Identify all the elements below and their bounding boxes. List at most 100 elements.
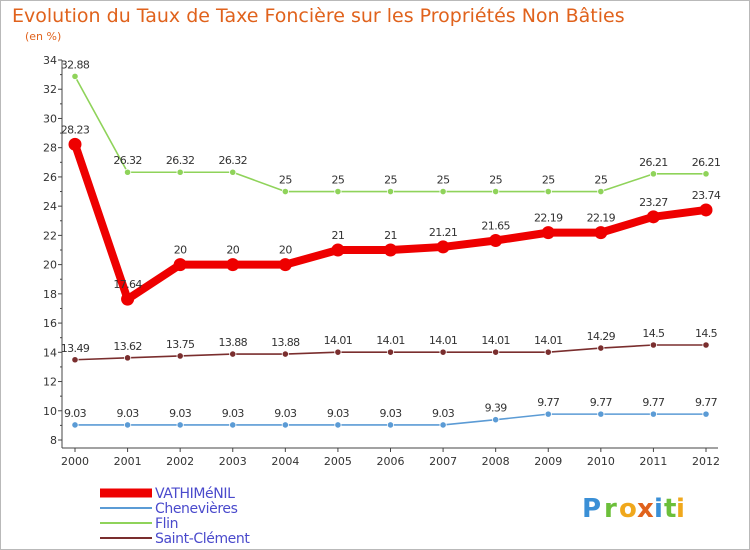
- data-label: 13.88: [271, 336, 300, 349]
- data-label: 25: [594, 174, 607, 187]
- data-label: 9.03: [432, 407, 455, 420]
- data-point: [123, 354, 132, 362]
- data-label: 25: [542, 174, 555, 187]
- x-tick-label: 2012: [692, 455, 720, 468]
- data-label: 21.65: [481, 220, 510, 233]
- x-tick-label: 2011: [639, 455, 667, 468]
- data-point: [334, 187, 342, 196]
- data-label: 26.32: [113, 154, 142, 167]
- logo-letter: i: [654, 494, 663, 524]
- data-label: 9.77: [537, 396, 560, 409]
- data-label: 17.64: [113, 278, 142, 291]
- data-point: [229, 421, 237, 429]
- axes: 8 10 12 14 16 18 20 22 24 26 28 30 32 34 2000 2001 2002 2…: [43, 54, 720, 468]
- data-point: [278, 258, 292, 272]
- data-label: 13.62: [113, 340, 142, 353]
- y-tick-label: 16: [43, 317, 57, 330]
- x-tick-label: 2001: [114, 455, 142, 468]
- data-point: [544, 410, 552, 418]
- data-point: [71, 356, 79, 364]
- data-label: 22.19: [534, 212, 563, 225]
- data-label: 28.23: [61, 123, 90, 136]
- data-point: [229, 168, 237, 176]
- legend-label: VATHIMéNIL: [155, 486, 235, 502]
- data-point: [702, 410, 710, 418]
- y-tick-label: 24: [43, 200, 57, 213]
- data-point: [597, 410, 605, 418]
- data-label: 9.77: [590, 396, 613, 409]
- y-tick-label: 8: [50, 434, 57, 447]
- y-tick-label: 12: [43, 376, 57, 389]
- data-point: [176, 168, 184, 176]
- data-point: [597, 344, 605, 352]
- x-tick-label: 2002: [166, 455, 194, 468]
- data-point: [384, 243, 397, 257]
- data-label: 9.77: [642, 396, 665, 409]
- data-point: [541, 226, 555, 240]
- y-tick-label: 22: [43, 229, 57, 242]
- data-point: [226, 258, 240, 272]
- data-label: 20: [174, 244, 187, 257]
- data-point: [544, 187, 552, 196]
- data-label: 25: [437, 174, 450, 187]
- data-point: [646, 210, 660, 224]
- data-point: [334, 348, 342, 356]
- data-label: 14.01: [429, 334, 458, 347]
- y-tick-label: 32: [43, 83, 57, 96]
- legend-label: Saint-Clément: [155, 531, 250, 547]
- x-tick-label: 2006: [377, 455, 405, 468]
- y-tick-label: 10: [43, 405, 57, 418]
- data-label: 13.75: [166, 338, 195, 351]
- data-point: [492, 416, 500, 424]
- x-tick-label: 2009: [534, 455, 562, 468]
- data-label: 14.01: [376, 334, 405, 347]
- y-tick-label: 34: [43, 54, 57, 67]
- data-point: [597, 187, 605, 196]
- data-point: [331, 243, 345, 257]
- data-label: 9.03: [64, 407, 87, 420]
- data-point: [386, 187, 395, 196]
- data-point: [123, 168, 132, 176]
- y-tick-label: 14: [43, 346, 57, 359]
- chart-title: Evolution du Taux de Taxe Foncière sur l…: [12, 5, 625, 27]
- data-point: [281, 350, 289, 358]
- data-label: 21.21: [429, 226, 458, 239]
- data-point: [436, 240, 450, 254]
- data-label: 25: [279, 174, 292, 187]
- data-label: 9.39: [485, 402, 508, 415]
- logo-letter: i: [676, 494, 685, 524]
- data-point: [123, 421, 132, 429]
- data-point: [281, 421, 289, 429]
- x-tick-label: 2005: [324, 455, 352, 468]
- data-point: [173, 258, 187, 272]
- data-point: [176, 421, 184, 429]
- data-point: [439, 348, 447, 356]
- data-label: 26.32: [219, 154, 248, 167]
- series-vathim-nil: 28.23 17.64 20 20 20 21 21 21.21 21.65 22.19 22.19…: [61, 123, 721, 306]
- x-tick-label: 2000: [61, 455, 89, 468]
- data-label: 26.21: [692, 156, 721, 169]
- x-tick-label: 2004: [271, 455, 299, 468]
- data-point: [176, 352, 184, 360]
- data-label: 21: [384, 229, 397, 242]
- data-label: 9.77: [695, 396, 718, 409]
- logo-letter: r: [604, 494, 617, 524]
- data-label: 23.74: [692, 189, 721, 202]
- chart-subtitle: (en %): [25, 30, 61, 43]
- data-point: [649, 170, 658, 178]
- data-label: 9.03: [169, 407, 192, 420]
- legend-label: Flin: [155, 516, 178, 532]
- data-label: 21: [332, 229, 345, 242]
- y-tick-label: 20: [43, 259, 57, 272]
- data-point: [439, 421, 447, 429]
- data-point: [439, 187, 447, 196]
- data-label: 9.03: [117, 407, 140, 420]
- data-point: [386, 421, 395, 429]
- data-label: 14.01: [481, 334, 510, 347]
- x-tick-label: 2003: [219, 455, 247, 468]
- data-label: 25: [489, 174, 502, 187]
- data-point: [71, 72, 79, 80]
